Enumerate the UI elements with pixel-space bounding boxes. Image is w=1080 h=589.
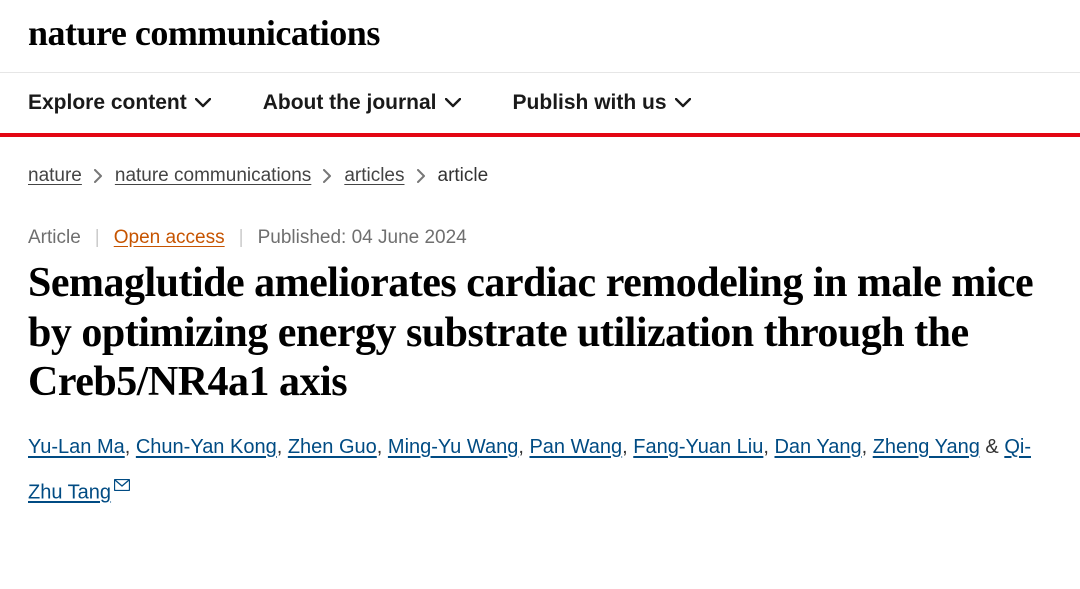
- nav-item-label: About the journal: [263, 91, 437, 115]
- primary-nav: Explore content About the journal Publis…: [0, 73, 1080, 133]
- author-list: Yu-Lan Ma, Chun-Yan Kong, Zhen Guo, Ming…: [0, 408, 1080, 536]
- open-access-link[interactable]: Open access: [114, 227, 225, 249]
- author-separator: ,: [377, 436, 388, 458]
- breadcrumb-link[interactable]: nature communications: [115, 165, 311, 187]
- author-link[interactable]: Dan Yang: [774, 436, 861, 458]
- author-link[interactable]: Pan Wang: [529, 436, 622, 458]
- nav-publish-with-us[interactable]: Publish with us: [513, 91, 691, 115]
- meta-separator: |: [239, 227, 244, 249]
- nav-explore-content[interactable]: Explore content: [28, 91, 211, 115]
- author-link[interactable]: Yu-Lan Ma: [28, 436, 125, 458]
- author-link[interactable]: Chun-Yan Kong: [136, 436, 277, 458]
- chevron-right-icon: [323, 169, 332, 183]
- chevron-down-icon: [445, 98, 461, 108]
- mail-icon[interactable]: [114, 466, 130, 504]
- author-separator: ,: [125, 436, 136, 458]
- author-link[interactable]: Zhen Guo: [288, 436, 377, 458]
- breadcrumb: nature nature communications articles ar…: [0, 137, 1080, 187]
- breadcrumb-link[interactable]: articles: [344, 165, 404, 187]
- nav-item-label: Publish with us: [513, 91, 667, 115]
- article-meta: Article | Open access | Published: 04 Ju…: [0, 187, 1080, 249]
- chevron-right-icon: [94, 169, 103, 183]
- author-separator: ,: [862, 436, 873, 458]
- author-link[interactable]: Zheng Yang: [873, 436, 980, 458]
- chevron-down-icon: [195, 98, 211, 108]
- chevron-down-icon: [675, 98, 691, 108]
- article-title: Semaglutide ameliorates cardiac remodeli…: [0, 249, 1080, 408]
- meta-separator: |: [95, 227, 100, 249]
- author-separator: ,: [763, 436, 774, 458]
- breadcrumb-link[interactable]: nature: [28, 165, 82, 187]
- author-separator: ,: [277, 436, 288, 458]
- chevron-right-icon: [417, 169, 426, 183]
- nav-item-label: Explore content: [28, 91, 187, 115]
- breadcrumb-current: article: [438, 165, 489, 187]
- nav-about-journal[interactable]: About the journal: [263, 91, 461, 115]
- article-type-label: Article: [28, 227, 81, 249]
- author-link[interactable]: Fang-Yuan Liu: [633, 436, 763, 458]
- journal-logo[interactable]: nature communications: [28, 12, 1052, 54]
- author-separator: ,: [518, 436, 529, 458]
- published-date: Published: 04 June 2024: [258, 227, 467, 249]
- author-separator: ,: [622, 436, 633, 458]
- author-link[interactable]: Ming-Yu Wang: [388, 436, 518, 458]
- author-separator: &: [980, 436, 1004, 458]
